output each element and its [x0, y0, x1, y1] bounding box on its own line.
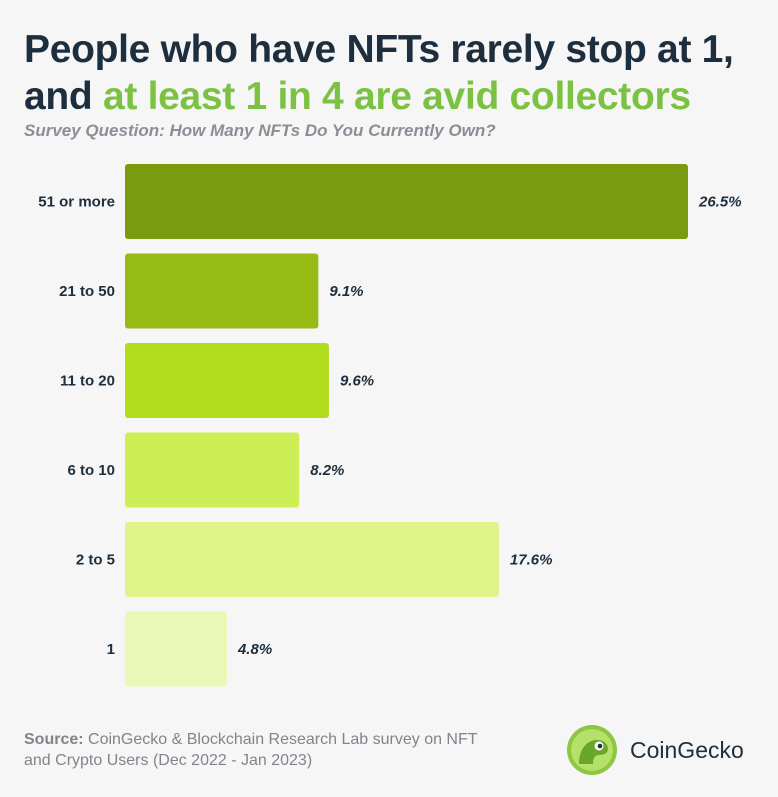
category-label-1: 21 to 50 [59, 283, 115, 300]
category-label-4: 2 to 5 [76, 552, 115, 569]
title-highlight: at least 1 in 4 are avid collectors [102, 75, 691, 118]
value-label-3: 8.2% [310, 462, 344, 479]
chart-subtitle: Survey Question: How Many NFTs Do You Cu… [24, 121, 496, 140]
category-label-5: 1 [107, 641, 115, 658]
category-label-3: 6 to 10 [67, 462, 115, 479]
brand-name: CoinGecko [630, 736, 744, 763]
bar-0 [125, 164, 688, 239]
source-note: Source: CoinGecko & Blockchain Research … [24, 729, 494, 771]
gecko-logo-icon [567, 725, 617, 775]
source-text: CoinGecko & Blockchain Research Lab surv… [24, 731, 478, 769]
value-label-1: 9.1% [329, 283, 363, 300]
bar-2 [125, 343, 329, 418]
bar-3 [125, 432, 300, 508]
value-label-4: 17.6% [510, 552, 553, 569]
value-label-0: 26.5% [698, 194, 742, 211]
bar-5 [125, 611, 227, 687]
chart-title: People who have NFTs rarely stop at 1, a… [24, 26, 764, 120]
bar-chart: 51 or more 26.5% 21 to 50 9.1% 11 to 20 9.6% 6… [38, 164, 742, 687]
value-label-5: 4.8% [237, 641, 272, 658]
title-part-1: People who have NFTs rarely stop at 1, a… [24, 28, 734, 118]
brand-logo-group: CoinGecko [566, 722, 744, 778]
bar-1 [125, 253, 319, 329]
category-label-2: 11 to 20 [60, 373, 115, 390]
bar-4 [125, 522, 499, 597]
category-label-0: 51 or more [38, 194, 115, 211]
value-label-2: 9.6% [340, 373, 374, 390]
source-label: Source: [24, 731, 84, 748]
